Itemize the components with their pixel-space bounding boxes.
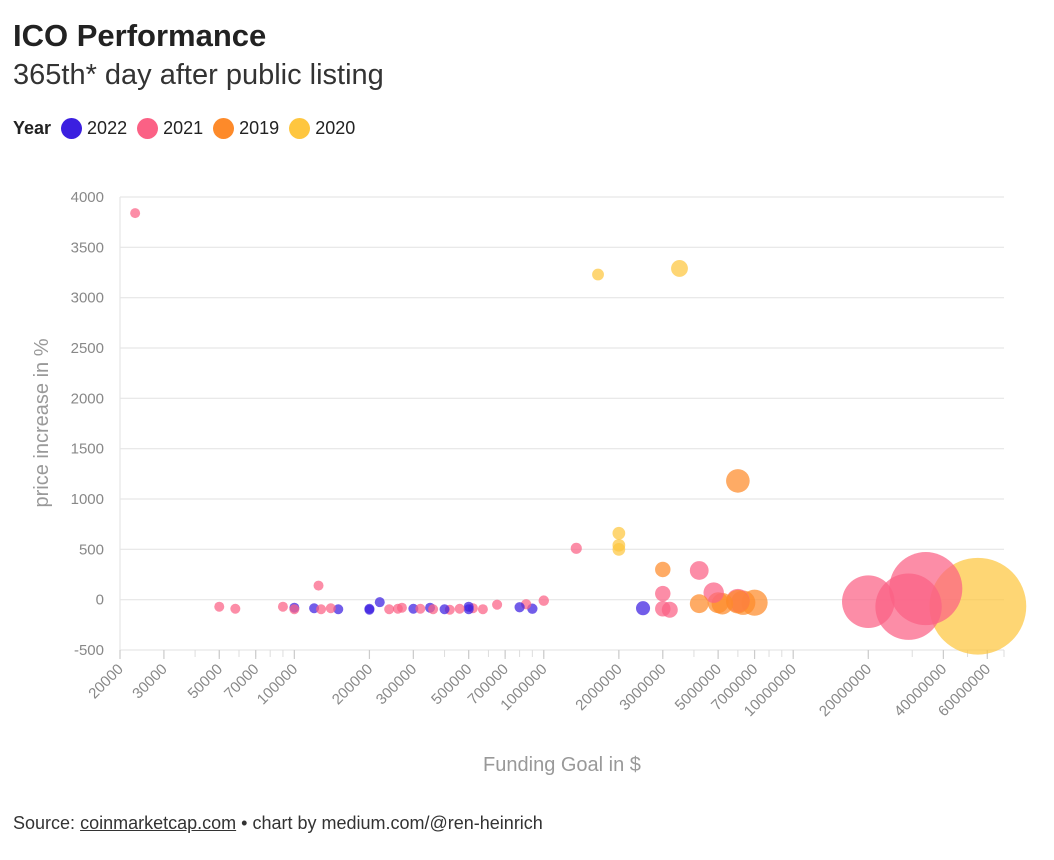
point-2021[interactable] <box>454 603 465 614</box>
point-2021[interactable] <box>477 604 488 615</box>
y-axis-label: price increase in % <box>31 338 53 507</box>
x-axis-label: Funding Goal in $ <box>483 754 641 776</box>
y-tick-label: 0 <box>96 592 104 609</box>
y-tick-label: 4000 <box>71 189 104 206</box>
x-tick-label: 30000 <box>129 661 171 703</box>
point-2021[interactable] <box>842 575 895 628</box>
point-2022[interactable] <box>514 602 525 613</box>
point-2022[interactable] <box>374 597 385 608</box>
point-2021[interactable] <box>277 601 288 612</box>
legend-item-2019[interactable]: 2019 <box>213 118 279 139</box>
point-2022[interactable] <box>439 604 450 615</box>
legend-label-2019: 2019 <box>239 118 280 138</box>
point-2021[interactable] <box>655 600 671 617</box>
point-2021[interactable] <box>655 585 671 602</box>
legend-label-2021: 2021 <box>163 118 204 138</box>
point-2021[interactable] <box>415 603 426 614</box>
y-axis: -500 0 500 1000 1500 2000 2500 3000 3500 4000 <box>71 189 104 659</box>
x-tick-label: 20000 <box>85 661 127 703</box>
x-tick-label: 200000 <box>329 661 376 708</box>
point-2021[interactable] <box>230 603 241 614</box>
point-2019[interactable] <box>689 594 709 614</box>
point-2022[interactable] <box>463 604 474 615</box>
point-2021[interactable] <box>396 602 407 613</box>
chart-credit: • chart by medium.com/@ren-heinrich <box>241 813 543 833</box>
source-prefix: Source: <box>13 813 76 833</box>
point-2021[interactable] <box>130 208 141 219</box>
x-tick-label: 300000 <box>373 661 420 708</box>
legend-item-2021[interactable]: 2021 <box>137 118 203 139</box>
y-tick-label: 3500 <box>71 239 104 256</box>
legend-swatch-2019 <box>213 118 235 139</box>
y-tick-label: 3000 <box>71 290 104 307</box>
y-tick-label: 2500 <box>71 340 104 357</box>
x-tick-label: 2000000 <box>572 661 625 714</box>
point-2021[interactable] <box>316 604 327 615</box>
point-2021[interactable] <box>689 561 709 580</box>
point-2020[interactable] <box>612 542 626 556</box>
point-2021[interactable] <box>214 601 225 612</box>
point-2021[interactable] <box>384 604 395 615</box>
point-2021[interactable] <box>875 573 942 640</box>
y-tick-label: 500 <box>79 541 104 558</box>
source-link[interactable]: coinmarketcap.com <box>80 813 237 833</box>
data-points <box>130 208 1027 655</box>
source-footer: Source: coinmarketcap.com • chart by med… <box>13 813 543 834</box>
y-tick-label: 2000 <box>71 390 104 407</box>
legend-label-2022: 2022 <box>87 118 128 138</box>
point-2021[interactable] <box>703 582 724 603</box>
point-2021[interactable] <box>492 599 503 610</box>
point-2021[interactable] <box>570 542 582 554</box>
chart-title: ICO Performance <box>13 18 267 53</box>
point-2020[interactable] <box>671 260 688 277</box>
x-tick-label: 20000000 <box>816 661 875 720</box>
point-2019[interactable] <box>726 469 750 493</box>
x-tick-label: 50000 <box>185 661 227 703</box>
y-tick-label: 1000 <box>71 491 104 508</box>
y-tick-label: -500 <box>74 642 104 659</box>
point-2022[interactable] <box>635 601 651 616</box>
legend-label-2020: 2020 <box>315 118 356 138</box>
legend-item-2020[interactable]: 2020 <box>289 118 355 139</box>
point-2021[interactable] <box>289 604 300 615</box>
legend-swatch-2022 <box>61 118 83 139</box>
legend: Year 2022 2021 2019 2020 <box>13 118 365 139</box>
point-2020[interactable] <box>612 526 626 540</box>
point-2019[interactable] <box>655 561 671 578</box>
x-tick-label: 100000 <box>254 661 301 708</box>
point-2021[interactable] <box>538 595 550 606</box>
point-2022[interactable] <box>333 604 344 615</box>
point-2022[interactable] <box>364 604 375 615</box>
legend-title: Year <box>13 118 52 138</box>
point-2021[interactable] <box>313 580 324 591</box>
legend-swatch-2021 <box>137 118 159 139</box>
point-2022[interactable] <box>408 603 419 614</box>
chart-subtitle: 365th* day after public listing <box>13 59 384 91</box>
point-2020[interactable] <box>592 268 604 281</box>
point-2021[interactable] <box>428 604 439 615</box>
point-2021[interactable] <box>325 603 336 614</box>
legend-item-2022[interactable]: 2022 <box>61 118 127 139</box>
y-tick-label: 1500 <box>71 441 104 458</box>
legend-swatch-2020 <box>289 118 311 139</box>
x-tick-label: 3000000 <box>616 661 669 714</box>
